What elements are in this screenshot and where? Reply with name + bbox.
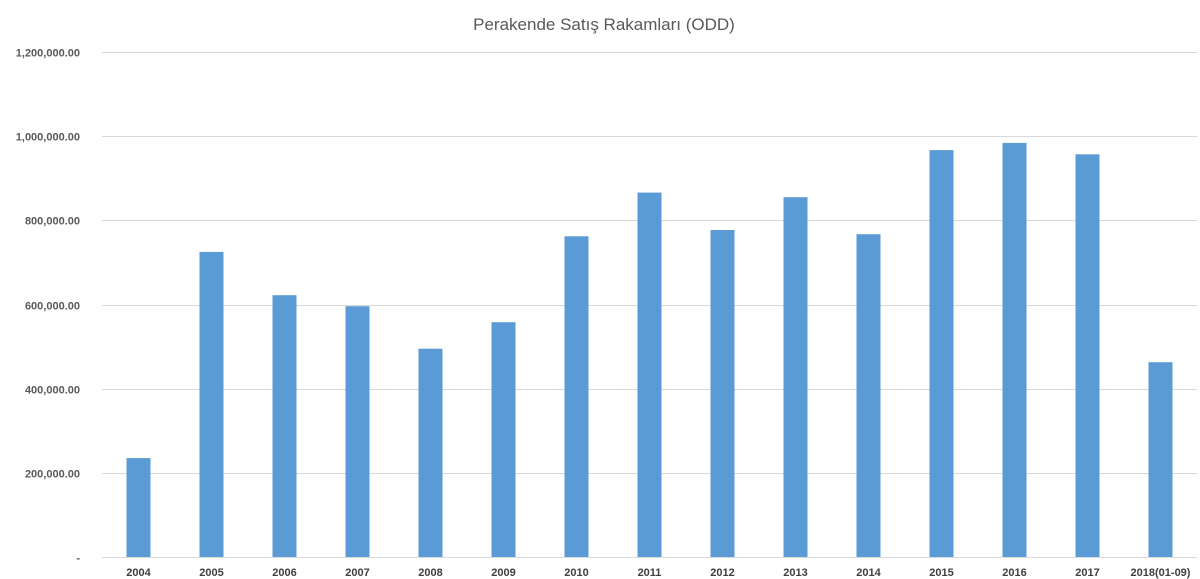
x-tick-label: 2004 xyxy=(126,567,151,579)
bars xyxy=(126,142,1173,558)
bar-2012 xyxy=(710,230,735,557)
x-tick-label: 2010 xyxy=(564,567,588,579)
bar-2017 xyxy=(1075,154,1100,558)
bar-2015 xyxy=(929,150,954,557)
bar-2005 xyxy=(199,251,224,557)
x-tick-label: 2006 xyxy=(272,567,296,579)
bar-2014 xyxy=(856,234,881,557)
x-tick-label: 2017 xyxy=(1075,567,1099,579)
bar-2006 xyxy=(272,295,297,557)
bar-2004 xyxy=(126,458,151,557)
chart-title: Perakende Satış Rakamları (ODD) xyxy=(473,15,735,34)
bar-2016 xyxy=(1002,142,1027,557)
bar-2011 xyxy=(637,192,662,557)
x-tick-label: 2018(01-09) xyxy=(1131,567,1191,579)
bar-2018(01-09) xyxy=(1148,362,1173,557)
y-tick-label: 400,000.00 xyxy=(25,385,80,397)
bar-2009 xyxy=(491,322,516,557)
y-tick-label: 600,000.00 xyxy=(25,301,80,313)
bar-2008 xyxy=(418,348,443,557)
x-tick-label: 2008 xyxy=(418,567,442,579)
bar-2013 xyxy=(783,197,808,557)
x-tick-label: 2015 xyxy=(929,567,953,579)
x-tick-label: 2012 xyxy=(710,567,734,579)
y-tick-label: 200,000.00 xyxy=(25,469,80,481)
y-tick-label: 1,000,000.00 xyxy=(16,132,80,144)
x-tick-label: 2009 xyxy=(491,567,515,579)
bar-2007 xyxy=(345,306,370,557)
x-tick-label: 2011 xyxy=(638,567,662,579)
x-tick-label: 2014 xyxy=(856,567,881,579)
x-axis-tick-labels: 2004 2005 2006 2007 2008 2009 2010 2011 2012 2013… xyxy=(126,567,1191,579)
x-tick-label: 2016 xyxy=(1002,567,1026,579)
y-tick-label: - xyxy=(76,553,80,565)
bar-2010 xyxy=(564,236,589,558)
y-tick-label: 1,200,000.00 xyxy=(16,48,80,60)
y-axis-tick-labels: - 200,000.00 400,000.00 600,000.00 800,000.0… xyxy=(16,48,81,565)
y-tick-label: 800,000.00 xyxy=(25,216,80,228)
x-tick-label: 2013 xyxy=(783,567,807,579)
x-tick-label: 2007 xyxy=(345,567,369,579)
x-tick-label: 2005 xyxy=(199,567,223,579)
